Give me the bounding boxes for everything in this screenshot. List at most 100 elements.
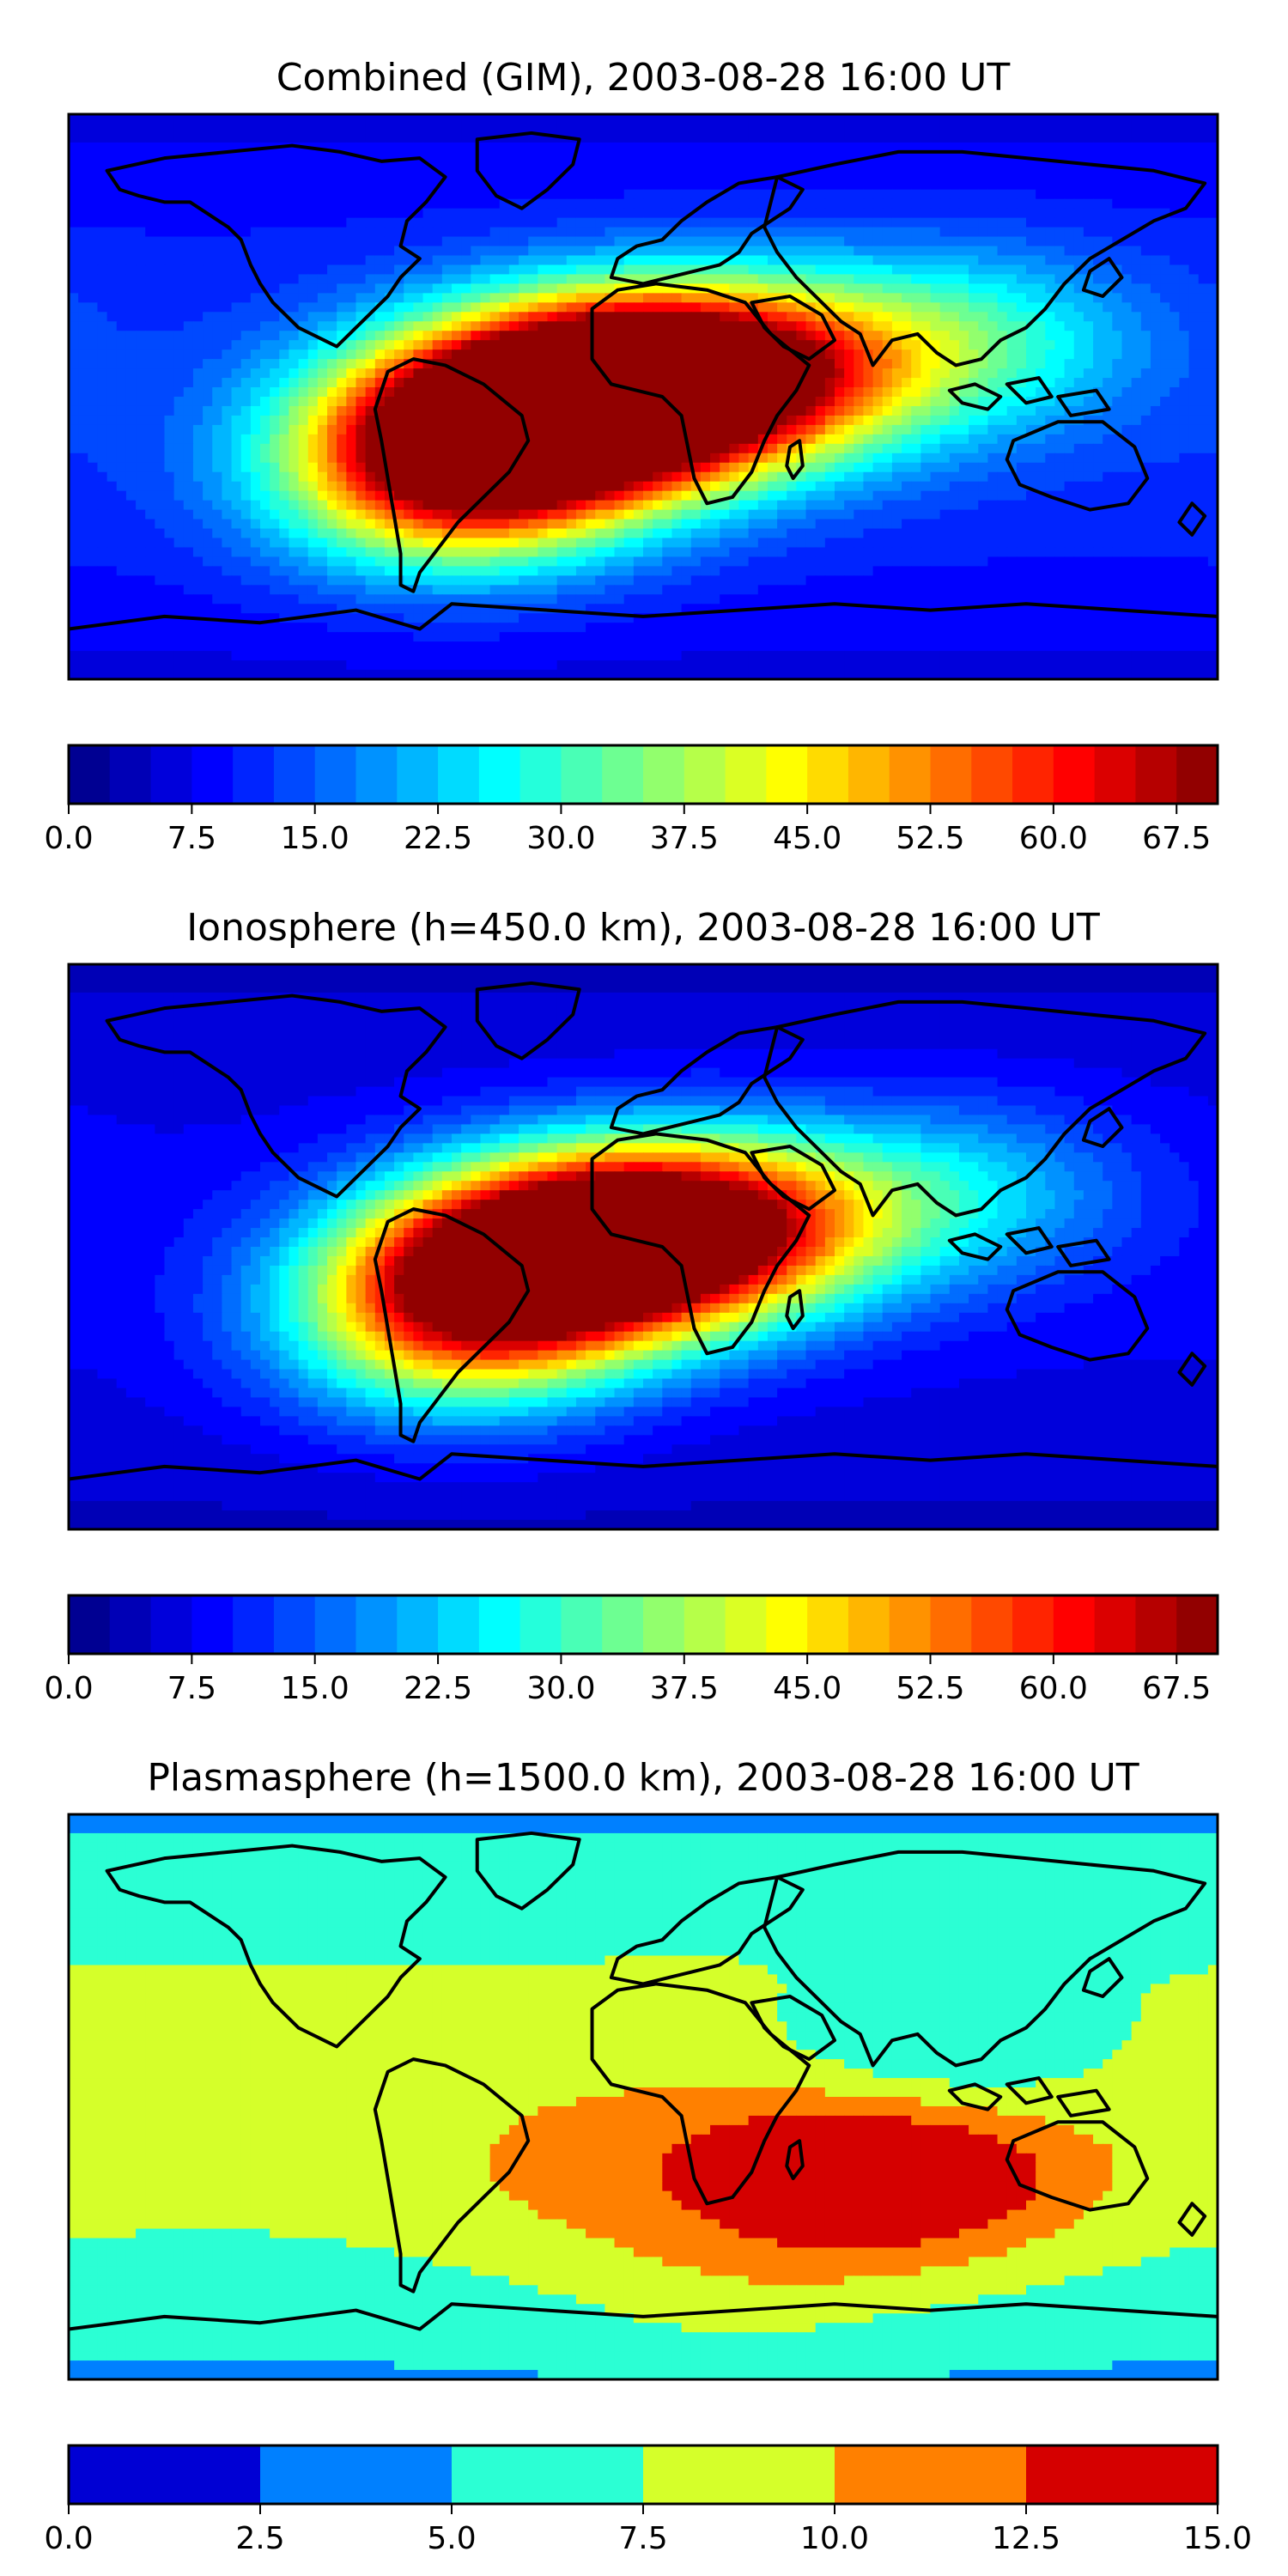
field-cell xyxy=(97,490,108,501)
field-cell xyxy=(106,368,118,379)
field-cell xyxy=(452,274,462,284)
field-cell xyxy=(958,405,969,416)
field-cell xyxy=(183,443,194,454)
field-cell xyxy=(183,453,194,464)
field-cell xyxy=(145,293,155,303)
field-cell xyxy=(1064,151,1075,162)
field-cell xyxy=(1016,246,1027,257)
field-cell xyxy=(212,331,222,341)
field-cell xyxy=(815,481,826,492)
field-cell xyxy=(538,453,549,464)
field-cell xyxy=(720,198,730,210)
field-cell xyxy=(155,293,166,303)
field-cell xyxy=(279,387,290,398)
field-cell xyxy=(720,490,730,501)
field-cell xyxy=(633,331,644,341)
field-cell xyxy=(805,321,817,331)
field-cell xyxy=(203,415,213,426)
field-cell xyxy=(969,246,979,257)
field-cell xyxy=(911,227,921,238)
field-cell xyxy=(136,161,146,172)
field-cell xyxy=(939,189,951,200)
field-cell xyxy=(508,283,519,294)
field-cell xyxy=(1198,114,1209,125)
field-cell xyxy=(394,331,404,341)
field-cell xyxy=(595,462,605,473)
field-cell xyxy=(854,481,865,492)
field-cell xyxy=(1112,368,1123,379)
field-cell xyxy=(757,415,769,426)
field-cell xyxy=(872,349,884,360)
field-cell xyxy=(949,179,960,191)
field-cell xyxy=(671,132,683,143)
field-cell xyxy=(1207,397,1218,407)
field-cell xyxy=(653,397,663,407)
field-cell xyxy=(279,179,290,191)
field-cell xyxy=(595,387,605,398)
field-cell xyxy=(327,274,337,284)
field-cell xyxy=(653,471,663,483)
field-cell xyxy=(623,481,635,492)
field-cell xyxy=(805,189,817,200)
field-cell xyxy=(298,415,309,426)
field-cell xyxy=(767,378,778,388)
field-cell xyxy=(279,293,290,303)
field-cell xyxy=(748,161,759,172)
field-cell xyxy=(872,189,884,200)
field-cell xyxy=(528,349,538,360)
field-cell xyxy=(508,123,519,134)
field-cell xyxy=(930,321,941,331)
field-cell xyxy=(528,189,538,200)
field-cell xyxy=(97,359,108,369)
field-cell xyxy=(882,462,893,473)
field-cell xyxy=(547,283,558,294)
field-cell xyxy=(987,331,999,341)
field-cell xyxy=(106,274,118,284)
field-cell xyxy=(240,481,252,492)
field-cell xyxy=(88,198,99,210)
field-cell xyxy=(240,424,252,435)
field-cell xyxy=(145,302,155,313)
field-cell xyxy=(911,217,921,228)
field-cell xyxy=(519,114,529,125)
field-cell xyxy=(327,189,337,200)
field-cell xyxy=(1073,368,1084,379)
field-cell xyxy=(767,264,778,276)
field-cell xyxy=(556,481,568,492)
field-cell xyxy=(106,114,118,125)
field-cell xyxy=(422,443,434,454)
field-cell xyxy=(605,359,616,369)
field-cell xyxy=(222,434,233,445)
field-cell xyxy=(1140,443,1151,454)
field-cell xyxy=(164,123,175,134)
field-cell xyxy=(432,293,443,303)
field-cell xyxy=(528,293,538,303)
field-cell xyxy=(643,321,653,331)
field-cell xyxy=(125,293,137,303)
field-cell xyxy=(1073,331,1084,341)
field-cell xyxy=(136,321,146,331)
field-cell xyxy=(97,471,108,483)
field-cell xyxy=(337,151,347,162)
field-cell xyxy=(796,293,807,303)
field-cell xyxy=(384,471,395,483)
field-cell xyxy=(164,321,175,331)
field-cell xyxy=(355,387,367,398)
field-cell xyxy=(815,198,826,210)
field-cell xyxy=(260,189,270,200)
field-cell xyxy=(155,132,166,143)
field-cell xyxy=(1188,340,1200,350)
field-cell xyxy=(1188,293,1200,303)
field-cell xyxy=(815,490,826,501)
field-cell xyxy=(815,246,826,257)
field-cell xyxy=(1140,274,1151,284)
field-cell xyxy=(614,114,625,125)
field-cell xyxy=(720,397,730,407)
field-cell xyxy=(920,424,932,435)
field-cell xyxy=(958,302,969,313)
field-cell xyxy=(987,179,999,191)
field-cell xyxy=(374,481,386,492)
field-cell xyxy=(279,274,290,284)
field-cell xyxy=(441,142,453,153)
field-cell xyxy=(164,283,175,294)
